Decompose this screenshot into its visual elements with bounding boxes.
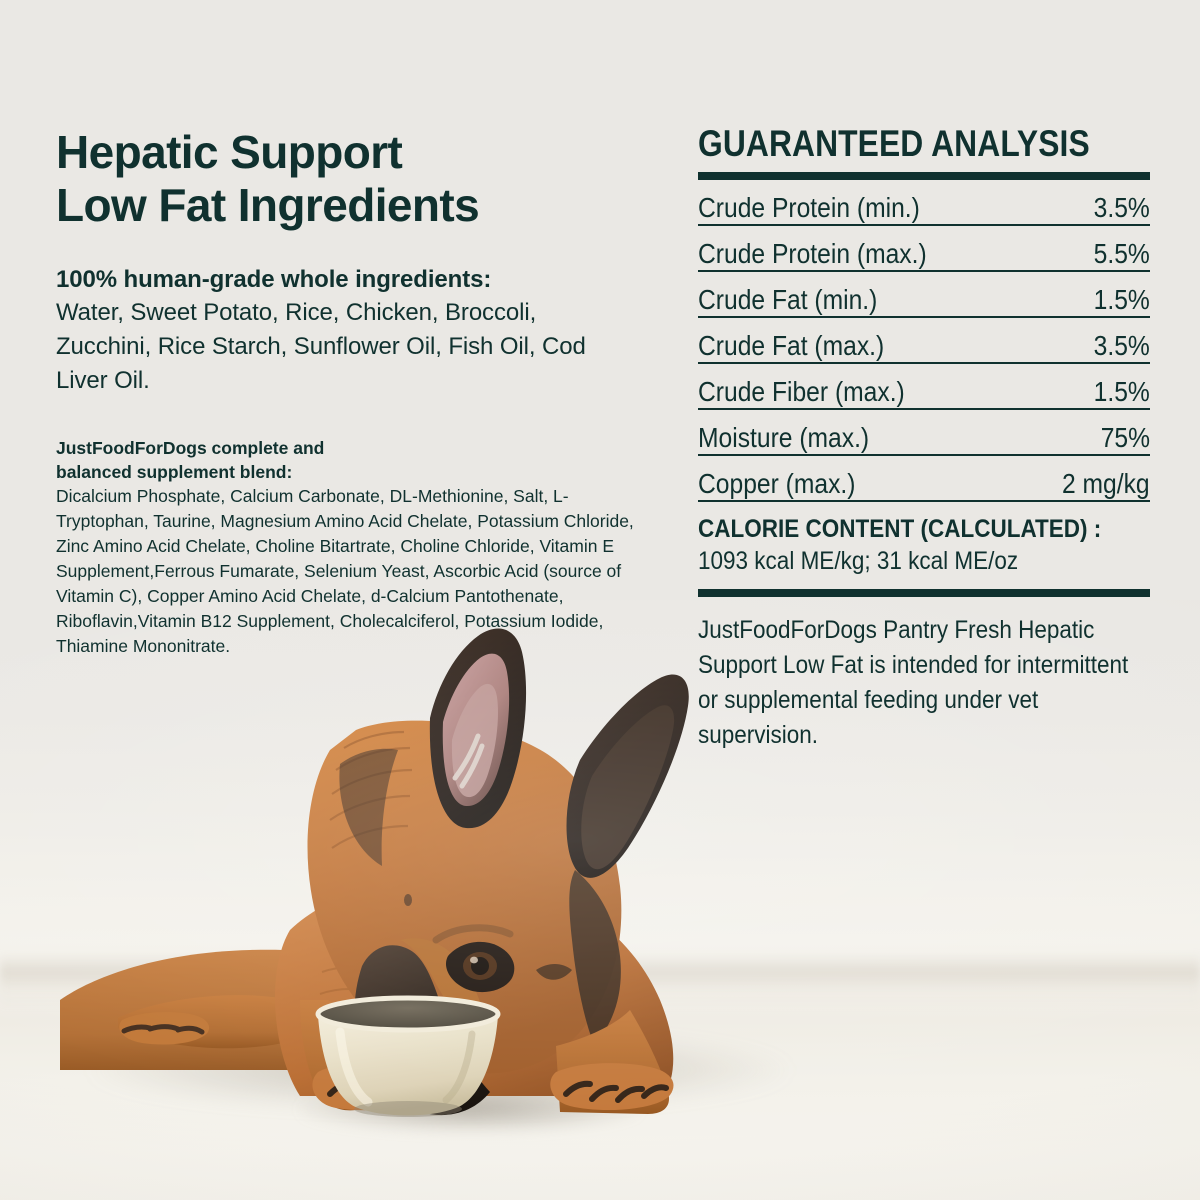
title-line-1: Hepatic Support bbox=[56, 126, 403, 178]
analysis-row-value: 3.5% bbox=[1093, 330, 1150, 361]
analysis-row-value: 5.5% bbox=[1093, 238, 1150, 269]
analysis-row-value: 75% bbox=[1100, 422, 1150, 453]
supplement-body: Dicalcium Phosphate, Calcium Carbonate, … bbox=[56, 486, 634, 656]
analysis-row-rule bbox=[698, 316, 1150, 318]
analysis-row-label: Crude Fiber (max.) bbox=[698, 376, 905, 407]
analysis-row-value: 3.5% bbox=[1093, 192, 1150, 223]
analysis-row-label: Crude Fat (max.) bbox=[698, 330, 885, 361]
analysis-row-label: Crude Protein (max.) bbox=[698, 238, 927, 269]
dog-illustration bbox=[60, 628, 689, 1117]
analysis-row-rule bbox=[698, 224, 1150, 226]
analysis-row-rule bbox=[698, 454, 1150, 456]
supplement-label-line-2: balanced supplement blend: bbox=[56, 462, 293, 482]
analysis-row-value: 1.5% bbox=[1093, 376, 1150, 407]
dog-bowl bbox=[315, 995, 501, 1117]
analysis-row-value: 1.5% bbox=[1093, 284, 1150, 315]
analysis-row: Crude Fat (min.) 1.5% bbox=[698, 272, 1150, 316]
guaranteed-analysis-heading: GUARANTEED ANALYSIS bbox=[698, 123, 1090, 164]
supplement-label-line-1: JustFoodForDogs complete and bbox=[56, 438, 325, 458]
analysis-row-rule bbox=[698, 270, 1150, 272]
analysis-row-label: Copper (max.) bbox=[698, 468, 856, 499]
calorie-content-title: CALORIE CONTENT (CALCULATED) : bbox=[698, 515, 1102, 543]
page-title: Hepatic Support Low Fat Ingredients bbox=[56, 126, 636, 232]
ingredients-body: Water, Sweet Potato, Rice, Chicken, Broc… bbox=[56, 299, 586, 394]
table-top-rule bbox=[698, 172, 1150, 180]
analysis-row-rule bbox=[698, 408, 1150, 410]
analysis-row: Crude Protein (min.) 3.5% bbox=[698, 180, 1150, 224]
analysis-row-rule bbox=[698, 362, 1150, 364]
analysis-row: Crude Fat (max.) 3.5% bbox=[698, 318, 1150, 362]
ingredients-column: Hepatic Support Low Fat Ingredients 100%… bbox=[56, 126, 636, 659]
analysis-row-label: Crude Protein (min.) bbox=[698, 192, 920, 223]
calorie-content-value: 1093 kcal ME/kg; 31 kcal ME/oz bbox=[698, 547, 1019, 575]
guaranteed-analysis-column: GUARANTEED ANALYSIS Crude Protein (min.)… bbox=[698, 122, 1150, 753]
analysis-row-label: Crude Fat (min.) bbox=[698, 284, 878, 315]
dog-photo bbox=[0, 600, 1200, 1200]
analysis-row: Copper (max.) 2 mg/kg bbox=[698, 456, 1150, 500]
guaranteed-analysis-table: Crude Protein (min.) 3.5% Crude Protein (m… bbox=[698, 180, 1150, 502]
ingredients-label: 100% human-grade whole ingredients: bbox=[56, 266, 492, 293]
analysis-row: Crude Protein (max.) 5.5% bbox=[698, 226, 1150, 270]
analysis-row-rule bbox=[698, 500, 1150, 502]
analysis-row: Moisture (max.) 75% bbox=[698, 410, 1150, 454]
supplement-label: JustFoodForDogs complete and balanced su… bbox=[56, 436, 636, 484]
feeding-disclaimer: JustFoodForDogs Pantry Fresh Hepatic Sup… bbox=[698, 616, 1129, 749]
photo-vignette bbox=[0, 600, 1200, 1200]
footer-rule bbox=[698, 589, 1150, 597]
analysis-row-value: 2 mg/kg bbox=[1062, 468, 1150, 499]
analysis-row-label: Moisture (max.) bbox=[698, 422, 870, 453]
analysis-row: Crude Fiber (max.) 1.5% bbox=[698, 364, 1150, 408]
title-line-2: Low Fat Ingredients bbox=[56, 179, 480, 231]
